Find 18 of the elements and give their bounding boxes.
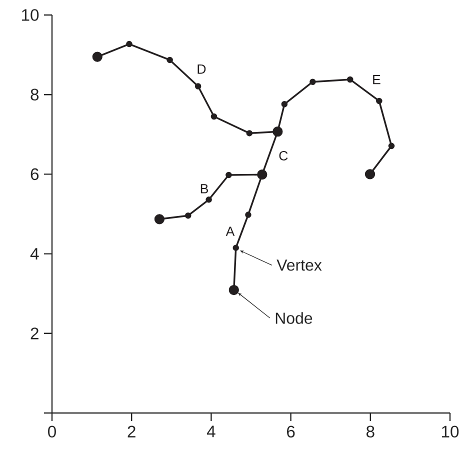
series-label: D [198,64,206,74]
series-label: E [373,74,380,84]
y-tick-label: 2 [30,328,38,340]
series-label: B [200,184,208,194]
x-tick-label: 0 [48,426,56,438]
x-tick-label: 4 [206,426,216,438]
series-label: A [226,226,235,236]
y-tick-label: 6 [30,168,39,180]
series-label: C [279,151,288,160]
y-tick-label: 4 [30,248,39,260]
x-tick-label: 10 [442,426,459,438]
annotation: Vertex [276,260,322,271]
y-tick-label: 8 [30,88,39,101]
annotation: Node [276,312,312,324]
y-tick-label: 10 [22,9,39,21]
x-tick-label: 8 [366,426,374,438]
x-tick-label: 6 [287,426,295,438]
x-tick-label: 2 [128,426,136,438]
